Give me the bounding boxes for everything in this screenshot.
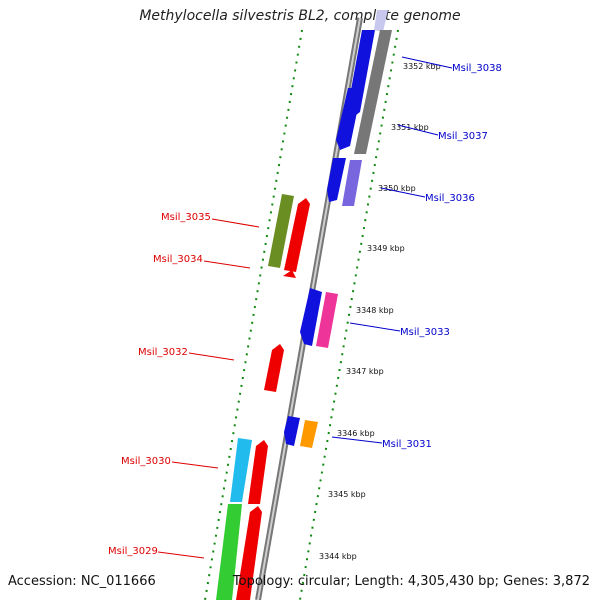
- gene-msil-3030[interactable]: [230, 438, 268, 504]
- tick-label: 3350 kbp: [378, 184, 416, 193]
- tick-label: 3347 kbp: [346, 367, 384, 376]
- gene-msil-3031[interactable]: [284, 416, 318, 448]
- gene-msil-3037[interactable]: [336, 88, 362, 150]
- tick-label: 3344 kbp: [319, 552, 357, 561]
- gene-label-msil-3032[interactable]: Msil_3032: [138, 347, 188, 358]
- tick-label: 3352 kbp: [403, 62, 441, 71]
- gene-msil-3036[interactable]: [327, 158, 362, 206]
- gene-msil-3032[interactable]: [264, 344, 284, 392]
- gene-label-msil-3035[interactable]: Msil_3035: [161, 212, 211, 223]
- tick-label: 3348 kbp: [356, 306, 394, 315]
- gene-label-msil-3037[interactable]: Msil_3037: [438, 131, 488, 142]
- gene-msil-3035[interactable]: [268, 194, 310, 272]
- gene-msil-3034[interactable]: [283, 270, 296, 278]
- tick-label: 3346 kbp: [337, 429, 375, 438]
- gene-msil-3029[interactable]: [216, 504, 262, 600]
- topology-label: Topology: circular; Length: 4,305,430 bp…: [232, 574, 590, 589]
- gene-label-msil-3033[interactable]: Msil_3033: [400, 327, 450, 338]
- accession-label: Accession: NC_011666: [8, 574, 156, 589]
- gene-label-msil-3029[interactable]: Msil_3029: [108, 546, 158, 557]
- inner-scale-line: [204, 29, 303, 600]
- gene-label-msil-3034[interactable]: Msil_3034: [153, 254, 203, 265]
- right-gene-labels: Msil_3038 Msil_3037 Msil_3036 Msil_3033 …: [331, 56, 502, 450]
- gene-msil-3033[interactable]: [300, 288, 338, 348]
- gene-label-msil-3030[interactable]: Msil_3030: [121, 456, 171, 467]
- left-gene-labels: Msil_3035 Msil_3034 Msil_3032 Msil_3030 …: [108, 212, 260, 559]
- tick-label: 3349 kbp: [367, 244, 405, 253]
- outer-scale-line: [299, 29, 399, 600]
- gene-label-msil-3031[interactable]: Msil_3031: [382, 439, 432, 450]
- tick-label: 3345 kbp: [328, 490, 366, 499]
- gene-label-msil-3038[interactable]: Msil_3038: [452, 63, 502, 74]
- gene-label-msil-3036[interactable]: Msil_3036: [425, 193, 475, 204]
